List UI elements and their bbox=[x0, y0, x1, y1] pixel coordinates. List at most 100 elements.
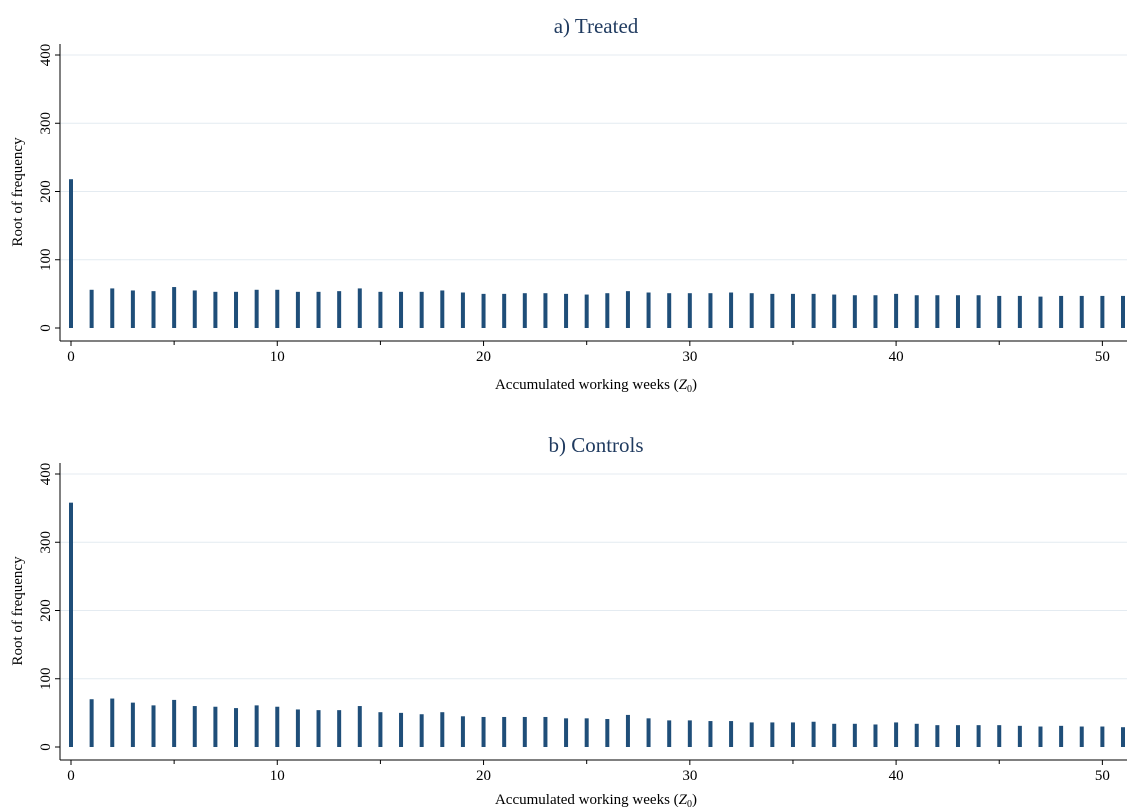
bar-controls-39 bbox=[873, 724, 878, 747]
bar-treated-26 bbox=[605, 293, 610, 328]
bars-treated bbox=[69, 179, 1125, 328]
bar-treated-29 bbox=[667, 293, 672, 328]
bar-controls-34 bbox=[770, 722, 775, 747]
bar-treated-43 bbox=[955, 295, 960, 328]
bar-treated-11 bbox=[295, 291, 300, 328]
bar-controls-29 bbox=[667, 720, 672, 747]
bar-treated-45 bbox=[997, 295, 1002, 328]
x-tick-label-controls-30: 30 bbox=[682, 768, 697, 784]
bar-treated-8 bbox=[234, 291, 239, 328]
x-axis-title-close-treated: ) bbox=[692, 377, 697, 393]
bar-treated-46 bbox=[1017, 295, 1022, 328]
bar-controls-35 bbox=[790, 722, 795, 747]
bar-controls-49 bbox=[1079, 726, 1084, 747]
y-tick-label-controls-0: 0 bbox=[38, 743, 54, 751]
y-tick-label-controls-200: 200 bbox=[38, 599, 54, 622]
bar-treated-1 bbox=[89, 289, 94, 328]
bar-treated-15 bbox=[378, 291, 383, 328]
y-tick-label-treated-400: 400 bbox=[38, 44, 54, 67]
bar-treated-27 bbox=[625, 291, 630, 328]
x-axis-title-close-controls: ) bbox=[692, 792, 697, 807]
bar-controls-50 bbox=[1100, 726, 1105, 747]
y-ticks-treated: 0 100 200 300 400 bbox=[38, 44, 60, 332]
bar-treated-39 bbox=[873, 295, 878, 328]
panel-title-controls: b) Controls bbox=[548, 433, 643, 457]
bar-treated-4 bbox=[151, 291, 156, 328]
bars-controls bbox=[69, 502, 1125, 747]
bar-controls-37 bbox=[832, 723, 837, 747]
bar-controls-42 bbox=[935, 725, 940, 747]
x-tick-label-controls-10: 10 bbox=[270, 768, 285, 784]
y-tick-label-treated-300: 300 bbox=[38, 112, 54, 135]
bar-treated-33 bbox=[749, 293, 754, 328]
bar-controls-24 bbox=[564, 718, 569, 747]
bar-controls-31 bbox=[708, 721, 713, 747]
x-tick-label-controls-50: 50 bbox=[1095, 768, 1110, 784]
bar-treated-6 bbox=[192, 290, 197, 328]
bar-treated-21 bbox=[502, 293, 507, 328]
bar-controls-28 bbox=[646, 718, 651, 747]
bar-treated-31 bbox=[708, 293, 713, 328]
x-axis-title-var-treated: Z bbox=[679, 377, 688, 393]
y-tick-label-controls-400: 400 bbox=[38, 463, 54, 486]
bar-treated-10 bbox=[275, 289, 280, 328]
x-axis-title-controls: Accumulated working weeks (Z0) bbox=[495, 792, 697, 807]
bar-controls-43 bbox=[955, 725, 960, 747]
bar-controls-22 bbox=[522, 716, 527, 747]
bar-controls-45 bbox=[997, 725, 1002, 747]
bar-controls-36 bbox=[811, 721, 816, 747]
x-axis-title-treated: Accumulated working weeks (Z0) bbox=[495, 377, 697, 395]
bar-treated-16 bbox=[399, 291, 404, 328]
bar-treated-37 bbox=[832, 294, 837, 328]
bar-controls-19 bbox=[460, 716, 465, 747]
bar-treated-49 bbox=[1079, 295, 1084, 328]
bar-controls-16 bbox=[399, 712, 404, 747]
bar-treated-48 bbox=[1059, 295, 1064, 328]
bar-treated-18 bbox=[440, 290, 445, 328]
x-tick-label-treated-0: 0 bbox=[67, 349, 75, 365]
bar-treated-2 bbox=[110, 288, 115, 328]
x-tick-label-treated-40: 40 bbox=[889, 349, 904, 365]
bar-treated-36 bbox=[811, 293, 816, 328]
gridlines-controls bbox=[60, 473, 1127, 680]
y-ticks-controls: 0 100 200 300 400 bbox=[38, 463, 60, 751]
bar-treated-7 bbox=[213, 291, 218, 328]
bar-controls-15 bbox=[378, 712, 383, 747]
x-tick-label-controls-0: 0 bbox=[67, 768, 75, 784]
bar-controls-6 bbox=[192, 706, 197, 747]
x-tick-label-controls-40: 40 bbox=[889, 768, 904, 784]
bar-controls-8 bbox=[234, 708, 239, 747]
bar-controls-23 bbox=[543, 716, 548, 747]
bar-controls-4 bbox=[151, 705, 156, 747]
x-axis-title-sub-controls: 0 bbox=[687, 799, 692, 807]
bar-treated-34 bbox=[770, 293, 775, 328]
bar-controls-40 bbox=[894, 722, 899, 747]
bar-controls-13 bbox=[337, 710, 342, 747]
bar-controls-32 bbox=[729, 721, 734, 747]
bar-controls-3 bbox=[130, 702, 135, 747]
bar-controls-5 bbox=[172, 699, 177, 747]
bar-treated-17 bbox=[419, 291, 424, 328]
x-ticks-treated: 0 10 20 30 40 50 bbox=[67, 341, 1110, 365]
bar-treated-38 bbox=[852, 295, 857, 328]
x-tick-label-treated-30: 30 bbox=[682, 349, 697, 365]
gridlines-treated bbox=[60, 54, 1127, 261]
bar-treated-40 bbox=[894, 293, 899, 328]
panel-title-treated: a) Treated bbox=[554, 14, 639, 38]
bar-treated-13 bbox=[337, 291, 342, 328]
bar-treated-28 bbox=[646, 292, 651, 328]
x-axis-title-sub-treated: 0 bbox=[687, 384, 692, 395]
y-tick-label-treated-100: 100 bbox=[38, 249, 54, 272]
bar-treated-51 bbox=[1121, 295, 1125, 328]
bar-treated-0 bbox=[69, 179, 73, 328]
bar-treated-3 bbox=[130, 290, 135, 328]
bar-treated-41 bbox=[914, 295, 919, 328]
bar-controls-44 bbox=[976, 725, 981, 747]
bar-controls-48 bbox=[1059, 725, 1064, 747]
bar-treated-23 bbox=[543, 293, 548, 328]
y-tick-label-controls-100: 100 bbox=[38, 668, 54, 691]
bar-controls-9 bbox=[254, 705, 259, 747]
bar-treated-14 bbox=[357, 288, 362, 328]
bar-controls-12 bbox=[316, 710, 321, 747]
bar-controls-41 bbox=[914, 723, 919, 747]
